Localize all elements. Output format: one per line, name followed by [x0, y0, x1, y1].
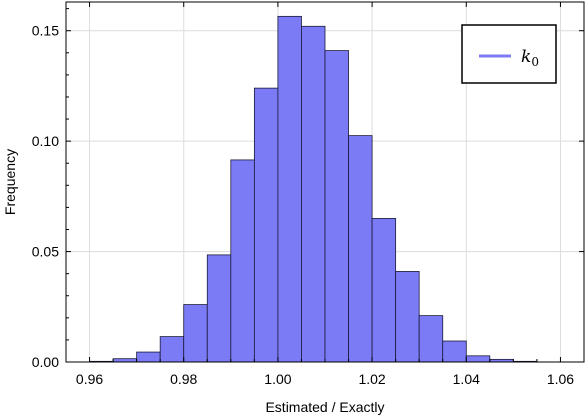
x-tick-label: 1.00	[264, 371, 291, 387]
x-tick-label: 0.96	[76, 371, 103, 387]
histogram-bar	[442, 340, 467, 363]
histogram-bar	[395, 271, 420, 363]
x-tick-label: 0.98	[170, 371, 197, 387]
y-tick-label: 0.15	[32, 23, 59, 39]
x-tick-label: 1.04	[453, 371, 480, 387]
histogram-bar	[159, 336, 185, 363]
y-axis-ticks: 0.00 0.05 0.10 0.15	[32, 8, 584, 370]
x-tick-label: 1.06	[547, 371, 574, 387]
histogram-bar	[206, 254, 232, 363]
histogram-bar	[277, 15, 302, 363]
histogram-bar	[136, 351, 161, 363]
histogram-bar	[465, 355, 491, 363]
legend-series-name: k	[521, 47, 531, 67]
histogram-bar	[230, 159, 255, 363]
legend: k0	[461, 24, 557, 84]
histogram-bar	[371, 218, 397, 363]
histogram-bar	[301, 25, 326, 363]
x-axis-ticks: 0.96 0.98 1.00 1.02 1.04 1.06	[65, 2, 585, 387]
histogram-bar	[324, 50, 349, 363]
y-tick-label: 0.00	[32, 354, 59, 370]
histogram-bar	[348, 135, 373, 363]
histogram-bar	[183, 304, 208, 363]
legend-label-k0: k0	[521, 47, 539, 69]
legend-box	[461, 24, 557, 84]
x-axis-label: Estimated / Exactly	[265, 399, 384, 415]
y-tick-label: 0.05	[32, 244, 59, 260]
histogram-bar	[253, 87, 279, 363]
histogram-bar	[418, 315, 444, 363]
y-axis-label: Frequency	[2, 149, 18, 215]
y-tick-label: 0.10	[32, 133, 59, 149]
x-tick-label: 1.02	[358, 371, 385, 387]
legend-series-subscript: 0	[531, 55, 539, 69]
